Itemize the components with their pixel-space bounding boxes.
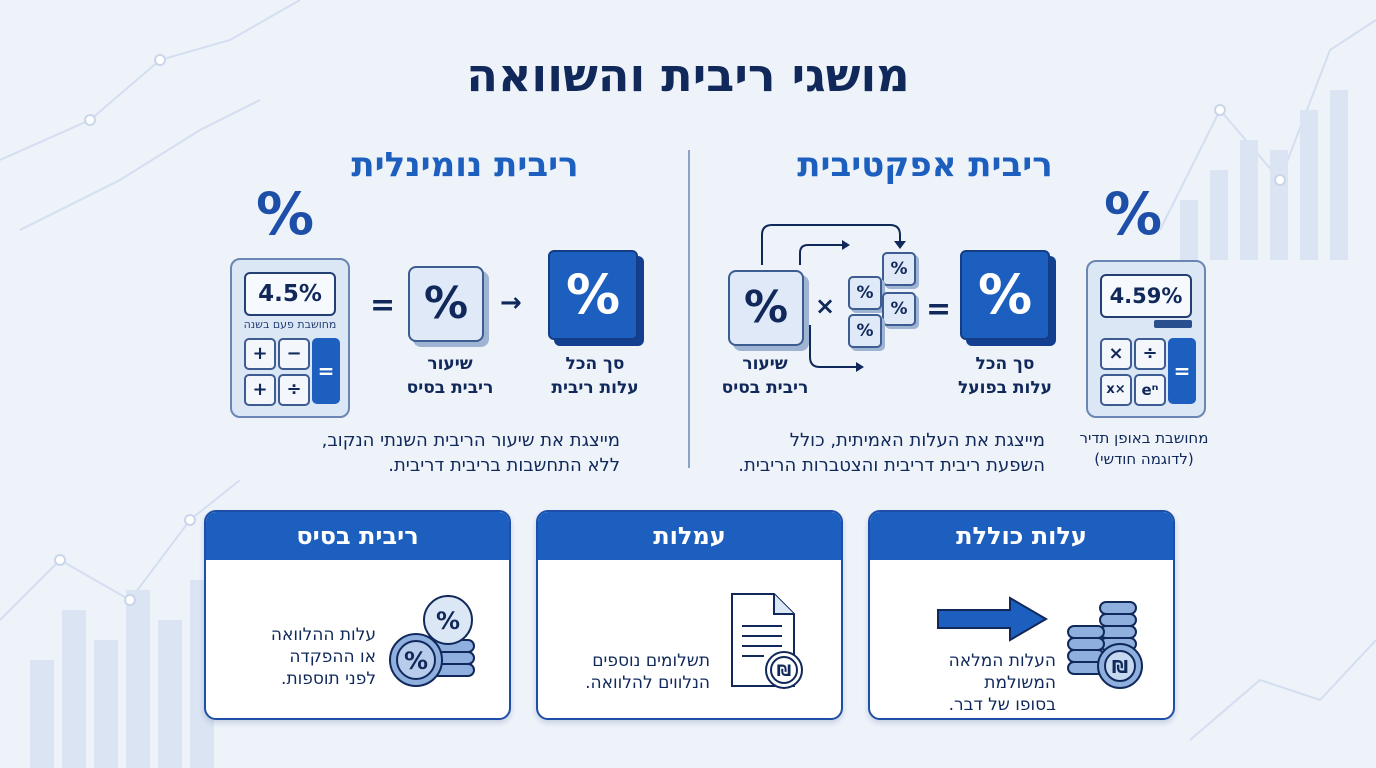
nominal-calculator: 4.5% מחושבת פעם בשנה + − + ÷ = <box>230 258 350 418</box>
equals-key-icon: = <box>1168 338 1196 404</box>
note-line: מחושבת באופן תדיר <box>1079 429 1209 447</box>
card-title: עלות כוללת <box>870 512 1173 560</box>
label-line: סך הכל <box>975 354 1035 374</box>
percent-symbol: % <box>436 607 460 635</box>
desc-line: תשלומים נוספים <box>592 651 710 671</box>
page-title: מושגי ריבית והשוואה <box>466 48 910 102</box>
equals-key-icon: = <box>312 338 340 404</box>
small-percent-cube-icon: % <box>848 314 882 348</box>
card-total-cost: עלות כוללת ₪ העלות המלאה המשולמת בסופו ש… <box>868 510 1175 720</box>
base-rate-cube-icon: % <box>408 266 484 342</box>
divide-key-icon: ÷ <box>278 374 310 406</box>
plus-key-icon: + <box>244 338 276 370</box>
card-title: ריבית בסיס <box>206 512 509 560</box>
document-shekel-icon: ₪ <box>731 593 803 689</box>
minus-key-icon: − <box>278 338 310 370</box>
times-sign: × <box>815 292 836 320</box>
percent-icon: % <box>1104 180 1163 248</box>
label-line: עלות בפועל <box>958 378 1052 398</box>
small-percent-cube-icon: % <box>882 252 916 286</box>
label-line: שיעור <box>742 354 788 374</box>
total-cost-label: סך הכל עלות בפועל <box>945 352 1065 400</box>
desc-line: בסופו של דבר. <box>948 695 1056 715</box>
total-cost-cube-icon: % <box>960 250 1050 340</box>
calculator-indicator <box>1154 320 1192 328</box>
equals-sign: = <box>926 292 952 327</box>
effective-description: מייצגת את העלות האמיתית, כולל השפעת ריבי… <box>700 428 1045 478</box>
label-line: ריבית בסיס <box>406 378 494 398</box>
section-divider <box>688 150 690 468</box>
desc-line: הנלווים להלוואה. <box>585 673 710 693</box>
equals-sign: = <box>370 288 396 323</box>
card-description: תשלומים נוספים הנלווים להלוואה. <box>548 650 710 694</box>
card-base-rate: ריבית בסיס % % עלות ההלוואה או ההפקדה לפ… <box>204 510 511 720</box>
base-rate-cube-icon: % <box>728 270 804 346</box>
desc-line: מייצגת את העלות האמיתית, כולל <box>789 430 1045 451</box>
coins-stack-icon: ₪ <box>1067 601 1143 689</box>
desc-line: מייצגת את שיעור הריבית השנתי הנקוב, <box>321 430 620 451</box>
exponent-key-icon: eⁿ <box>1134 374 1166 406</box>
arrow-right-icon: → <box>500 288 522 318</box>
desc-line: השפעת ריבית דריבית והצטברות הריבית. <box>738 455 1045 476</box>
base-rate-label: שיעור ריבית בסיס <box>395 352 505 400</box>
percent-coins-icon: % % <box>389 595 475 687</box>
arrow-right-icon <box>937 596 1048 642</box>
calculator-display: 4.5% <box>244 272 336 316</box>
desc-line: עלות ההלוואה <box>270 625 376 645</box>
label-line: עלות ריבית <box>551 378 639 398</box>
card-description: העלות המלאה המשולמת בסופו של דבר. <box>880 650 1056 716</box>
label-line: שיעור <box>427 354 473 374</box>
total-cost-label: סך הכל עלות ריבית <box>535 352 655 400</box>
divide-key-icon: ÷ <box>1134 338 1166 370</box>
nominal-description: מייצגת את שיעור הריבית השנתי הנקוב, ללא … <box>270 428 620 478</box>
small-percent-cube-icon: % <box>882 292 916 326</box>
label-line: סך הכל <box>565 354 625 374</box>
note-line: (לדוגמה חודשי) <box>1094 450 1194 468</box>
desc-line: או ההפקדה <box>289 647 376 667</box>
desc-line: ללא התחשבות בריבית דריבית. <box>388 455 620 476</box>
effective-calculator: 4.59% × ÷ x× eⁿ = <box>1086 260 1206 418</box>
shekel-symbol: ₪ <box>1112 657 1128 678</box>
shekel-symbol: ₪ <box>777 661 791 680</box>
plus-key-icon: + <box>244 374 276 406</box>
card-title: עמלות <box>538 512 841 560</box>
card-fees: עמלות ₪ תשלומים נוספים הנלווים להלוואה. <box>536 510 843 720</box>
card-description: עלות ההלוואה או ההפקדה לפני תוספות. <box>216 624 376 690</box>
desc-line: העלות המלאה המשולמת <box>948 651 1056 693</box>
percent-icon: % <box>256 180 315 248</box>
label-line: ריבית בסיס <box>721 378 809 398</box>
base-rate-label: שיעור ריבית בסיס <box>705 352 825 400</box>
multiply-key-icon: × <box>1100 338 1132 370</box>
percent-symbol: % <box>404 647 428 675</box>
effective-calculator-note: מחושבת באופן תדיר (לדוגמה חודשי) <box>1064 428 1224 470</box>
effective-section-title: ריבית אפקטיבית <box>797 145 1053 185</box>
small-percent-cube-icon: % <box>848 276 882 310</box>
power-key-icon: x× <box>1100 374 1132 406</box>
desc-line: לפני תוספות. <box>281 669 376 689</box>
compounding-arrows-icon <box>761 224 906 372</box>
total-cost-cube-icon: % <box>548 250 638 340</box>
nominal-section-title: ריבית נומינלית <box>351 145 579 185</box>
calculator-display: 4.59% <box>1100 274 1192 318</box>
calculator-note: מחושבת פעם בשנה <box>243 318 337 331</box>
